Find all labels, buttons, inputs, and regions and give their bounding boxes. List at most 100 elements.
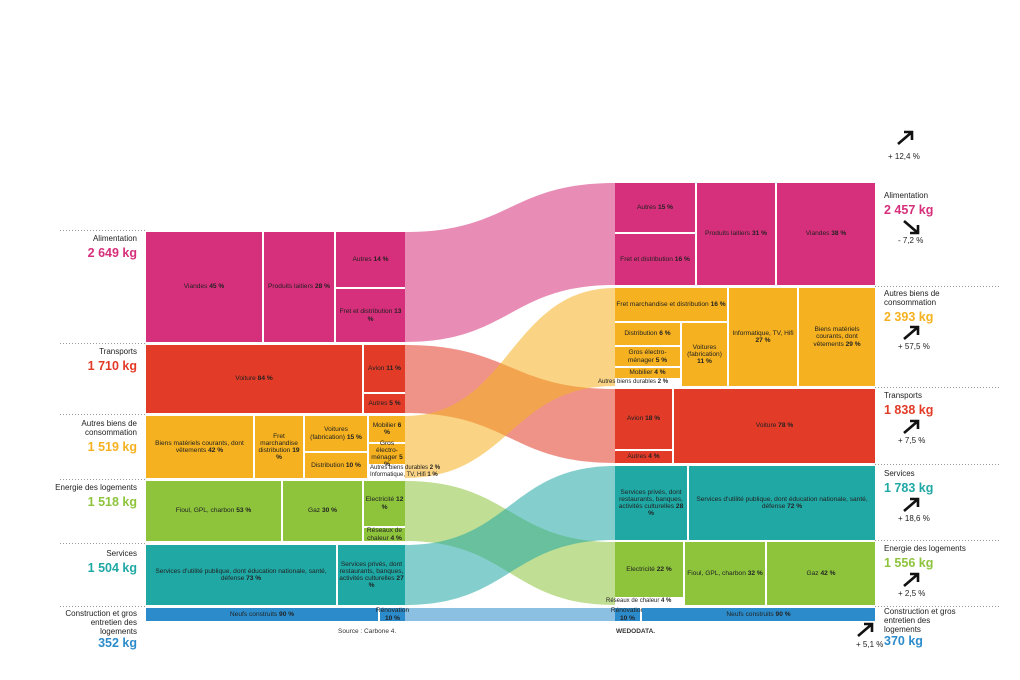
block: Voitures (fabrication) 11 % [682, 323, 727, 386]
block: Gaz 30 % [283, 481, 362, 541]
block-pct: 30 % [321, 507, 337, 515]
block-text: Gros électro-ménager 5 % [370, 440, 404, 469]
block: Autres 5 % [364, 394, 405, 413]
block: Neufs construits 90 % [642, 608, 875, 621]
block: Avion 11 % [364, 345, 405, 392]
block-pct: 15 % [346, 433, 362, 441]
block: Mobilier 4 % [615, 368, 680, 378]
block-pct: 5 % [389, 399, 401, 407]
block: Informatique, TV, Hifi 1 % [369, 472, 438, 478]
block-text: Gaz 42 % [807, 570, 836, 577]
category-label: Services 1 783 kg [884, 469, 974, 496]
block-label: Réseaux de chaleur [606, 598, 660, 605]
trend-arrow [903, 419, 920, 434]
block-text: Viandes 45 % [184, 283, 225, 290]
block-label: Services d'utilité publique, dont éducat… [155, 567, 327, 582]
category-name: Services [884, 469, 915, 478]
block-pct: 16 % [710, 300, 726, 308]
block-pct: 90 % [775, 610, 791, 618]
block-label: Autres biens durables [370, 464, 429, 471]
block-label: Services privés, dont restaurants, banqu… [618, 488, 683, 511]
category-total: 1 783 kg [884, 480, 934, 495]
block: Fioul, GPL, charbon 53 % [146, 481, 281, 541]
block-text: Rénovation 10 % [611, 607, 644, 622]
block-text: Rénovation 10 % [376, 607, 409, 622]
block-text: Avion 18 % [627, 415, 660, 422]
block: Electricité 12 % [364, 481, 405, 526]
category-label: Services 1 504 kg [53, 549, 137, 576]
block-text: Fioul, GPL, charbon 53 % [176, 507, 252, 514]
block: Autres 15 % [615, 183, 695, 232]
block-pct: 4 % [390, 534, 402, 542]
block-pct: 14 % [373, 255, 389, 263]
block-text: Fioul, GPL, charbon 32 % [687, 570, 763, 577]
block-label: Autres [627, 453, 647, 461]
block-pct: 4 % [654, 369, 666, 377]
block: Avion 18 % [615, 389, 672, 449]
block: Fret et distribution 13 % [336, 289, 405, 342]
block-text: Mobilier 6 % [370, 422, 404, 437]
block-pct: 72 % [787, 503, 803, 510]
block-label: Produits laitiers [268, 283, 314, 291]
block-label: Neufs construits [726, 610, 774, 618]
category-name: Autres biens de consommation [884, 289, 940, 307]
change: - 7,2 % [898, 236, 924, 245]
block: Autres 4 % [615, 451, 672, 463]
block-text: Services d'utilité publique, dont éducat… [690, 496, 874, 511]
block: Autres biens durables 2 % [369, 465, 440, 471]
block: Rénovation 10 % [611, 607, 644, 621]
block-text: Voiture 84 % [235, 375, 272, 382]
block-text: Biens matériels courants, dont vêtements… [147, 440, 252, 455]
block-pct: 28 % [314, 283, 330, 291]
block-label: Distribution [311, 461, 345, 469]
block-text: Voiture 78 % [756, 422, 793, 429]
block-pct: 42 % [208, 447, 224, 454]
block-label: Voitures (fabrication) [310, 426, 348, 441]
block: Distribution 10 % [305, 453, 367, 478]
block-pct: 90 % [279, 610, 295, 618]
block-pct: 4 % [661, 598, 672, 605]
block: Produits laitiers 31 % [697, 183, 775, 285]
block-pct: 6 % [659, 330, 671, 338]
block-label: Fioul, GPL, charbon [175, 507, 235, 515]
block-label: Autres [637, 203, 657, 211]
category-label: Alimentation 2 649 kg [53, 234, 137, 261]
category-total: 1 710 kg [87, 358, 137, 373]
block-label: Electricité [365, 496, 395, 504]
block-label: Mobilier [629, 369, 653, 377]
flow-band [405, 183, 615, 342]
block: Biens matériels courants, dont vêtements… [799, 288, 875, 386]
block-pct: 6 % [384, 421, 402, 436]
block: Biens matériels courants, dont vêtements… [146, 416, 253, 478]
category-total: 1 556 kg [884, 555, 934, 570]
block-text: Services privés, dont restaurants, banqu… [339, 561, 404, 590]
block-label: Neufs construits [229, 610, 278, 618]
change: + 7,5 % [898, 436, 926, 445]
category-name: Energie des logements [884, 544, 966, 553]
category-total: 1 504 kg [87, 560, 137, 575]
block-label: Gros électro-ménager [627, 349, 667, 364]
category-label: Construction et gros entretien des logem… [53, 609, 137, 651]
block-label: Fret et distribution [620, 255, 673, 263]
category-total: 2 649 kg [87, 245, 137, 260]
block-label: Informatique, TV, Hifi [370, 471, 426, 478]
block: Mobilier 6 % [369, 416, 405, 442]
total-change: + 12,4 % [888, 152, 920, 161]
category-name: Transports [99, 347, 137, 356]
trend-arrow [897, 130, 914, 145]
block: Electricité 22 % [615, 542, 683, 597]
block-pct: 11 % [697, 358, 712, 366]
category-total: 2 457 kg [884, 202, 934, 217]
block-text: Autres biens durables 2 % [370, 465, 440, 472]
block: Fret et distribution 16 % [615, 234, 695, 285]
credit: WEDODATA. [616, 628, 656, 635]
block-text: Autres 14 % [353, 256, 389, 263]
block: Fioul, GPL, charbon 32 % [685, 542, 765, 605]
block-pct: 29 % [845, 340, 861, 348]
block: Viandes 45 % [146, 232, 262, 342]
change: + 5,1 % [856, 640, 884, 649]
block-text: Neufs construits 90 % [230, 611, 294, 618]
trend-arrow [903, 572, 920, 587]
category-label: Autres biens de consommation 2 393 kg [884, 289, 974, 324]
